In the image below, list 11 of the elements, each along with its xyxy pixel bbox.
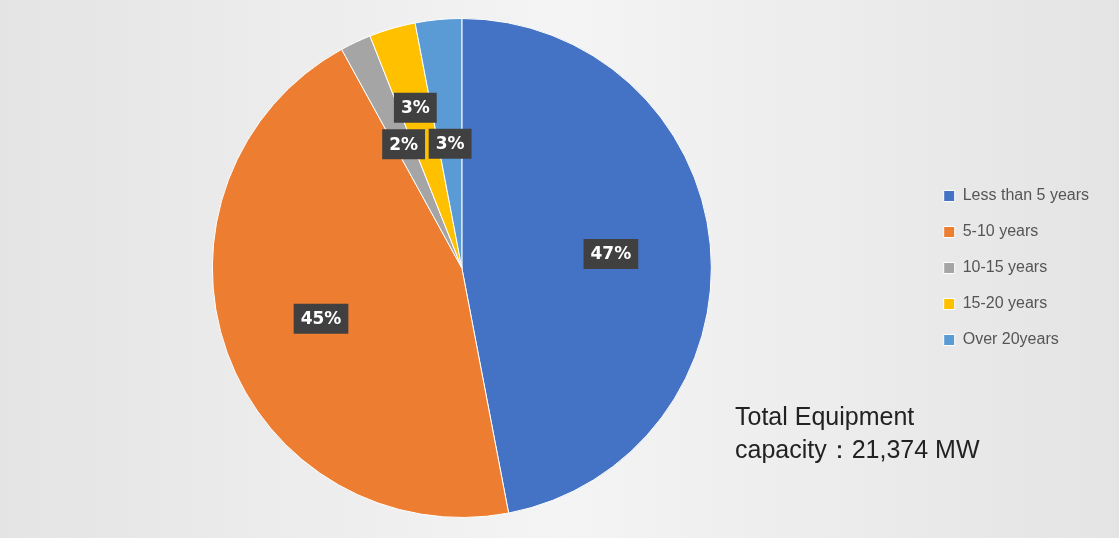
- data-label: 45%: [300, 308, 342, 329]
- legend-label: 10-15 years: [962, 258, 1048, 276]
- legend-label: 5-10 years: [962, 222, 1039, 240]
- legend-label: Less than 5 years: [962, 186, 1089, 204]
- legend-label: 15-20 years: [962, 294, 1048, 312]
- text: Total Equipment capacity：21,374 MW: [735, 401, 981, 465]
- data-label: 3%: [435, 133, 465, 154]
- legend-label: Over 20years: [962, 330, 1059, 348]
- data-label: 3%: [400, 97, 430, 118]
- data-label: 2%: [389, 133, 419, 154]
- data-label: 47%: [590, 243, 632, 264]
